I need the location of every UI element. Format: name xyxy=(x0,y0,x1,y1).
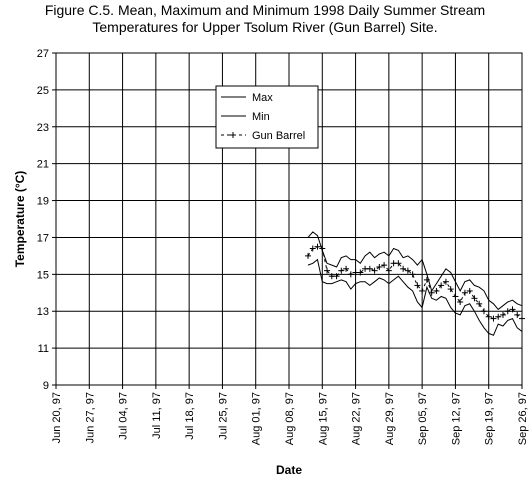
data-point-gun-barrel xyxy=(357,269,364,276)
chart-title-line-2: Temperatures for Upper Tsolum River (Gun… xyxy=(92,19,438,35)
data-point-gun-barrel xyxy=(423,276,430,283)
data-point-gun-barrel xyxy=(519,315,525,322)
data-point-gun-barrel xyxy=(409,271,416,278)
x-tick-label: Jul 25, 97 xyxy=(217,392,229,440)
series-line-gun-barrel xyxy=(307,246,523,320)
y-axis-ticks: 9 11 13 15 17 19 21 23 25 27 xyxy=(37,48,56,392)
data-point-gun-barrel xyxy=(314,243,321,250)
series-line-min xyxy=(307,258,523,336)
data-point-gun-barrel xyxy=(471,295,478,302)
data-point-gun-barrel xyxy=(461,289,468,296)
x-tick-label: Jun 27, 97 xyxy=(84,392,96,443)
y-tick-label: 19 xyxy=(37,196,49,208)
data-point-gun-barrel xyxy=(324,267,331,274)
data-point-gun-barrel xyxy=(333,273,340,280)
data-point-gun-barrel xyxy=(319,245,326,252)
data-point-gun-barrel xyxy=(490,315,497,322)
x-axis-label: Date xyxy=(276,463,302,477)
y-tick-label: 27 xyxy=(37,48,49,60)
legend-label-max: Max xyxy=(252,92,273,104)
data-point-gun-barrel xyxy=(504,308,511,315)
y-tick-label: 11 xyxy=(38,343,49,355)
series-layer xyxy=(305,231,525,336)
y-tick-label: 17 xyxy=(37,232,49,244)
data-point-gun-barrel xyxy=(452,293,459,300)
chart-title: Figure C.5. Mean, Maximum and Minimum 19… xyxy=(0,2,530,36)
data-point-gun-barrel xyxy=(428,289,435,296)
data-point-gun-barrel xyxy=(480,308,487,315)
x-tick-label: Sep 26, 97 xyxy=(517,392,529,445)
data-point-gun-barrel xyxy=(385,267,392,274)
data-point-gun-barrel xyxy=(442,278,449,285)
data-point-gun-barrel xyxy=(305,252,312,259)
x-tick-label: Jul 04, 97 xyxy=(118,392,130,440)
legend: Max Min Gun Barrel xyxy=(215,85,319,149)
data-point-gun-barrel xyxy=(509,306,516,313)
data-point-gun-barrel xyxy=(485,313,492,320)
y-tick-label: 25 xyxy=(37,85,49,97)
legend-label-min: Min xyxy=(252,111,270,123)
data-point-gun-barrel xyxy=(381,262,388,269)
x-tick-label: Aug 15, 97 xyxy=(317,392,329,445)
data-point-gun-barrel xyxy=(419,287,426,294)
data-point-gun-barrel xyxy=(347,271,354,278)
x-tick-label: Aug 29, 97 xyxy=(384,392,396,445)
data-point-gun-barrel xyxy=(400,265,407,272)
y-tick-label: 15 xyxy=(37,269,49,281)
data-point-gun-barrel xyxy=(447,286,454,293)
y-tick-label: 13 xyxy=(37,306,49,318)
x-tick-label: Jun 20, 97 xyxy=(51,392,63,443)
data-point-gun-barrel xyxy=(309,245,316,252)
data-point-gun-barrel xyxy=(499,311,506,318)
y-tick-label: 21 xyxy=(37,159,49,171)
legend-label-gun-barrel: Gun Barrel xyxy=(252,130,305,142)
data-point-gun-barrel xyxy=(457,299,464,305)
data-point-gun-barrel xyxy=(376,263,383,270)
x-tick-label: Sep 19, 97 xyxy=(484,392,496,445)
data-point-gun-barrel xyxy=(438,282,445,289)
x-tick-label: Jul 18, 97 xyxy=(184,392,196,440)
legend-marker-gun-barrel xyxy=(230,132,236,138)
data-point-gun-barrel xyxy=(433,287,440,294)
data-point-gun-barrel xyxy=(514,311,521,318)
y-tick-label: 23 xyxy=(37,122,49,134)
data-point-gun-barrel xyxy=(343,265,350,272)
data-point-gun-barrel xyxy=(371,267,378,274)
series-line-max xyxy=(307,231,523,311)
x-axis-ticks: Jun 20, 97 Jun 27, 97 Jul 04, 97 Jul 11, 97… xyxy=(51,385,529,445)
data-point-gun-barrel xyxy=(404,267,411,274)
x-tick-label: Aug 01, 97 xyxy=(251,392,263,445)
data-point-gun-barrel xyxy=(495,313,502,320)
x-tick-label: Aug 08, 97 xyxy=(284,392,296,445)
data-point-gun-barrel xyxy=(414,282,421,289)
y-axis-label: Temperature (°C) xyxy=(13,171,27,268)
data-point-gun-barrel xyxy=(395,260,402,267)
x-tick-label: Jul 11, 97 xyxy=(151,392,163,439)
x-tick-label: Sep 05, 97 xyxy=(417,392,429,445)
x-tick-label: Sep 12, 97 xyxy=(450,392,462,445)
data-point-gun-barrel xyxy=(338,267,345,274)
x-tick-label: Aug 22, 97 xyxy=(351,392,363,445)
data-point-gun-barrel xyxy=(366,265,373,272)
data-point-gun-barrel xyxy=(476,300,483,307)
y-tick-label: 9 xyxy=(43,380,49,392)
chart-title-line-1: Figure C.5. Mean, Maximum and Minimum 19… xyxy=(44,2,486,18)
data-point-gun-barrel xyxy=(466,287,473,294)
